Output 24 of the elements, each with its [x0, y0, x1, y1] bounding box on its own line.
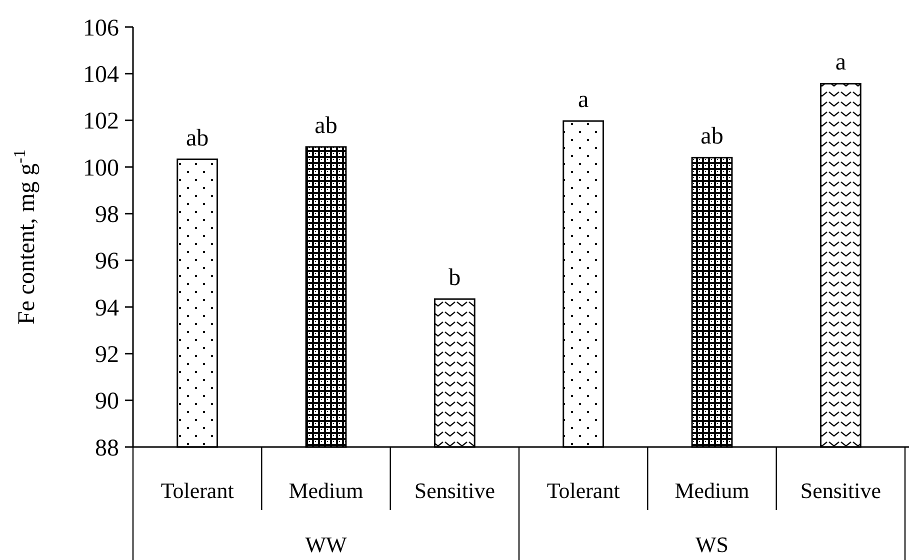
- x-tick-label: Sensitive: [800, 478, 882, 503]
- x-tick-label: Medium: [674, 478, 750, 503]
- y-tick-label: 96: [95, 248, 119, 275]
- data-label: ab: [314, 112, 338, 139]
- data-label: ab: [186, 125, 209, 152]
- y-tick-label: 90: [95, 388, 119, 415]
- data-label: ab: [700, 124, 724, 150]
- text: WS: [696, 532, 728, 557]
- x-tick-label: Sensitive: [414, 478, 496, 503]
- data-label: b: [448, 265, 461, 292]
- y-tick-label: 104: [83, 62, 119, 88]
- x-tick-label: Tolerant: [546, 478, 620, 503]
- y-tick-label: 98: [95, 202, 119, 228]
- y-tick-label: 106: [83, 15, 119, 42]
- y-tick-label: 100: [83, 155, 119, 182]
- y-tick-label: 88: [95, 435, 119, 462]
- y-tick-label: 94: [95, 295, 119, 322]
- data-label: a: [578, 87, 590, 114]
- x-tick-label: Tolerant: [160, 478, 234, 503]
- y-tick-label: 102: [83, 108, 119, 135]
- text: WW: [305, 532, 347, 557]
- x-tick-label: Medium: [288, 478, 364, 503]
- y-tick-label: 92: [95, 342, 119, 368]
- data-label: a: [835, 50, 846, 76]
